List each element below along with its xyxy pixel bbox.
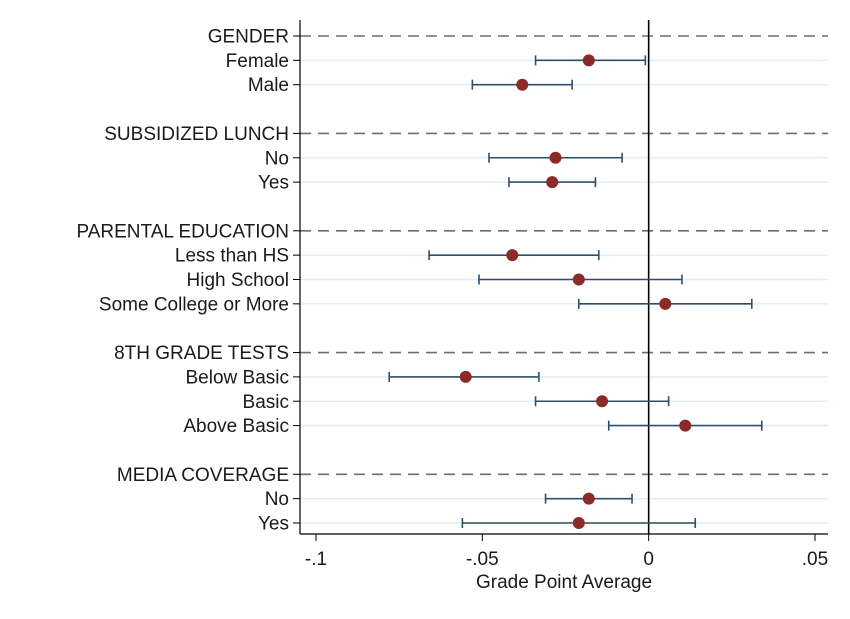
row-label: Yes <box>258 514 289 535</box>
row-label: Less than HS <box>175 246 289 267</box>
row-labels-layer: GENDER Female Male SUBSIDIZED LUNCH No Yes PAR… <box>76 27 289 535</box>
estimate-point <box>459 370 472 383</box>
estimate-point <box>572 517 585 529</box>
estimate-point <box>659 297 672 310</box>
estimate-point <box>582 54 595 67</box>
row-label: No <box>265 489 289 510</box>
group-header-label: MEDIA COVERAGE <box>117 465 289 486</box>
estimate-point <box>546 176 559 189</box>
estimate-point <box>516 78 529 91</box>
points-layer <box>459 54 692 529</box>
group-header-label: 8TH GRADE TESTS <box>114 343 289 364</box>
row-label: Below Basic <box>186 367 290 388</box>
x-ticks-layer: -.1 -.05 0 .05 <box>305 534 828 570</box>
row-label: Yes <box>258 173 289 194</box>
group-separator-layer <box>300 35 828 476</box>
estimate-point <box>506 249 519 262</box>
row-label: High School <box>187 270 289 291</box>
x-tick-label: .05 <box>802 549 828 570</box>
estimate-point <box>572 273 585 286</box>
estimate-point <box>582 492 595 505</box>
estimate-point <box>679 419 692 432</box>
x-tick-label: -.1 <box>305 549 327 570</box>
estimate-point <box>596 395 609 408</box>
estimate-point <box>549 151 562 164</box>
row-label: No <box>265 148 289 169</box>
row-label: Male <box>248 75 289 96</box>
x-axis-title: Grade Point Average <box>476 572 652 593</box>
row-label: Basic <box>243 392 289 413</box>
row-label: Above Basic <box>183 416 289 437</box>
x-tick-label: 0 <box>643 549 654 570</box>
x-tick-label: -.05 <box>466 549 499 570</box>
axes-layer <box>293 20 828 535</box>
group-header-label: GENDER <box>208 27 289 48</box>
group-header-label: PARENTAL EDUCATION <box>76 221 289 242</box>
row-label: Female <box>226 51 289 72</box>
row-label: Some College or More <box>99 294 289 315</box>
group-header-label: SUBSIDIZED LUNCH <box>104 124 289 145</box>
